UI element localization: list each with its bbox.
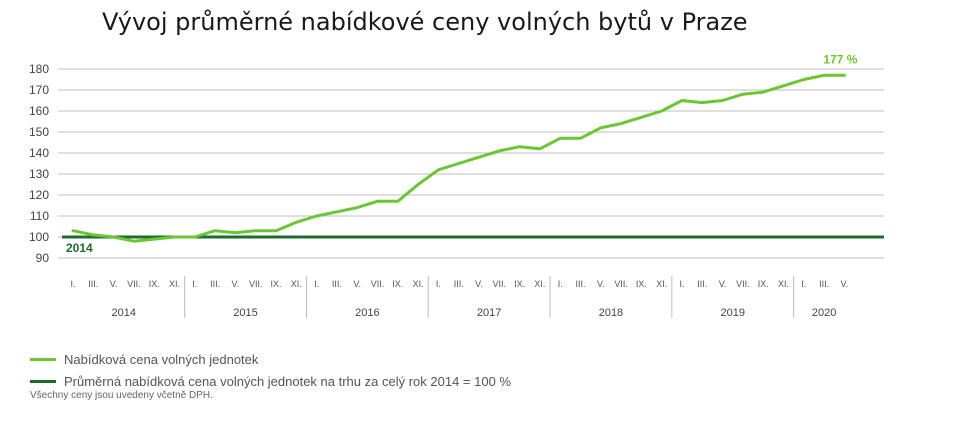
x-tick-label: XI. xyxy=(656,279,667,289)
y-tick-label: 130 xyxy=(29,167,49,181)
y-tick-label: 140 xyxy=(29,146,49,160)
x-tick-label: III. xyxy=(332,279,342,289)
year-label: 2019 xyxy=(721,307,745,319)
x-tick-label: VII. xyxy=(371,279,385,289)
x-tick-label: V. xyxy=(475,279,483,289)
year-label: 2015 xyxy=(233,307,257,319)
x-tick-label: XI. xyxy=(413,279,424,289)
legend-swatch-light-green xyxy=(30,357,56,361)
x-tick-label: IX. xyxy=(636,279,647,289)
x-tick-label: XI. xyxy=(778,279,789,289)
y-tick-label: 170 xyxy=(29,83,49,97)
legend-item-reference: Průměrná nabídková cena volných jednotek… xyxy=(30,370,511,392)
x-tick-label: I. xyxy=(801,279,806,289)
x-tick-label: I. xyxy=(70,279,75,289)
x-tick-label: V. xyxy=(597,279,605,289)
x-tick-label: XI. xyxy=(291,279,302,289)
x-tick-label: VII. xyxy=(736,279,750,289)
x-tick-label: III. xyxy=(697,279,707,289)
x-tick-label: IX. xyxy=(270,279,281,289)
year-label: 2014 xyxy=(112,307,136,319)
x-tick-label: V. xyxy=(719,279,727,289)
year-label: 2018 xyxy=(599,307,623,319)
year-label: 2017 xyxy=(477,307,501,319)
x-tick-label: III. xyxy=(454,279,464,289)
x-tick-label: V. xyxy=(232,279,240,289)
year-label: 2020 xyxy=(812,307,836,319)
legend-item-offer-price: Nabídková cena volných jednotek xyxy=(30,348,511,370)
x-tick-label: V. xyxy=(353,279,361,289)
reference-label: 2014 xyxy=(66,241,93,255)
x-tick-label: I. xyxy=(192,279,197,289)
y-tick-label: 180 xyxy=(29,62,49,76)
x-tick-label: XI. xyxy=(534,279,545,289)
y-tick-label: 120 xyxy=(29,188,49,202)
x-tick-label: IX. xyxy=(758,279,769,289)
x-axis-ticks: I. III. V. VII. IX. XI. I. III. V. VII. IX. XI. I. II… xyxy=(70,276,848,319)
year-label: 2016 xyxy=(355,307,379,319)
series-line-offer-price xyxy=(71,73,846,243)
x-tick-label: III. xyxy=(819,279,829,289)
x-tick-label: I. xyxy=(436,279,441,289)
y-axis-ticks: 90 100 110 120 130 140 150 160 170 180 xyxy=(29,62,49,265)
chart-title: Vývoj průměrné nabídkové ceny volných by… xyxy=(102,8,748,36)
legend-label: Průměrná nabídková cena volných jednotek… xyxy=(64,373,511,389)
footnote: Všechny ceny jsou uvedeny včetně DPH. xyxy=(30,390,213,401)
gridlines xyxy=(58,68,884,259)
x-tick-label: IX. xyxy=(149,279,160,289)
x-tick-label: III. xyxy=(210,279,220,289)
x-tick-label: I. xyxy=(314,279,319,289)
x-tick-label: III. xyxy=(88,279,98,289)
legend: Nabídková cena volných jednotek Průměrná… xyxy=(30,348,511,392)
x-tick-label: VII. xyxy=(249,279,263,289)
end-value-label: 177 % xyxy=(823,52,857,66)
y-tick-label: 150 xyxy=(29,125,49,139)
y-tick-label: 160 xyxy=(29,104,49,118)
y-tick-label: 110 xyxy=(30,209,49,223)
x-tick-label: V. xyxy=(110,279,118,289)
x-tick-label: I. xyxy=(558,279,563,289)
x-tick-label: I. xyxy=(679,279,684,289)
legend-label: Nabídková cena volných jednotek xyxy=(64,351,259,367)
x-tick-label: VII. xyxy=(127,279,141,289)
y-tick-label: 100 xyxy=(29,230,49,244)
x-tick-label: VII. xyxy=(614,279,628,289)
series-layer: 2014 177 % xyxy=(62,52,884,255)
x-tick-label: XI. xyxy=(169,279,180,289)
x-tick-label: IX. xyxy=(392,279,403,289)
x-tick-label: IX. xyxy=(514,279,525,289)
x-tick-label: VII. xyxy=(493,279,507,289)
x-tick-label: V. xyxy=(841,279,849,289)
legend-swatch-dark-green xyxy=(30,379,56,383)
y-tick-label: 90 xyxy=(36,251,50,265)
x-tick-label: III. xyxy=(575,279,585,289)
